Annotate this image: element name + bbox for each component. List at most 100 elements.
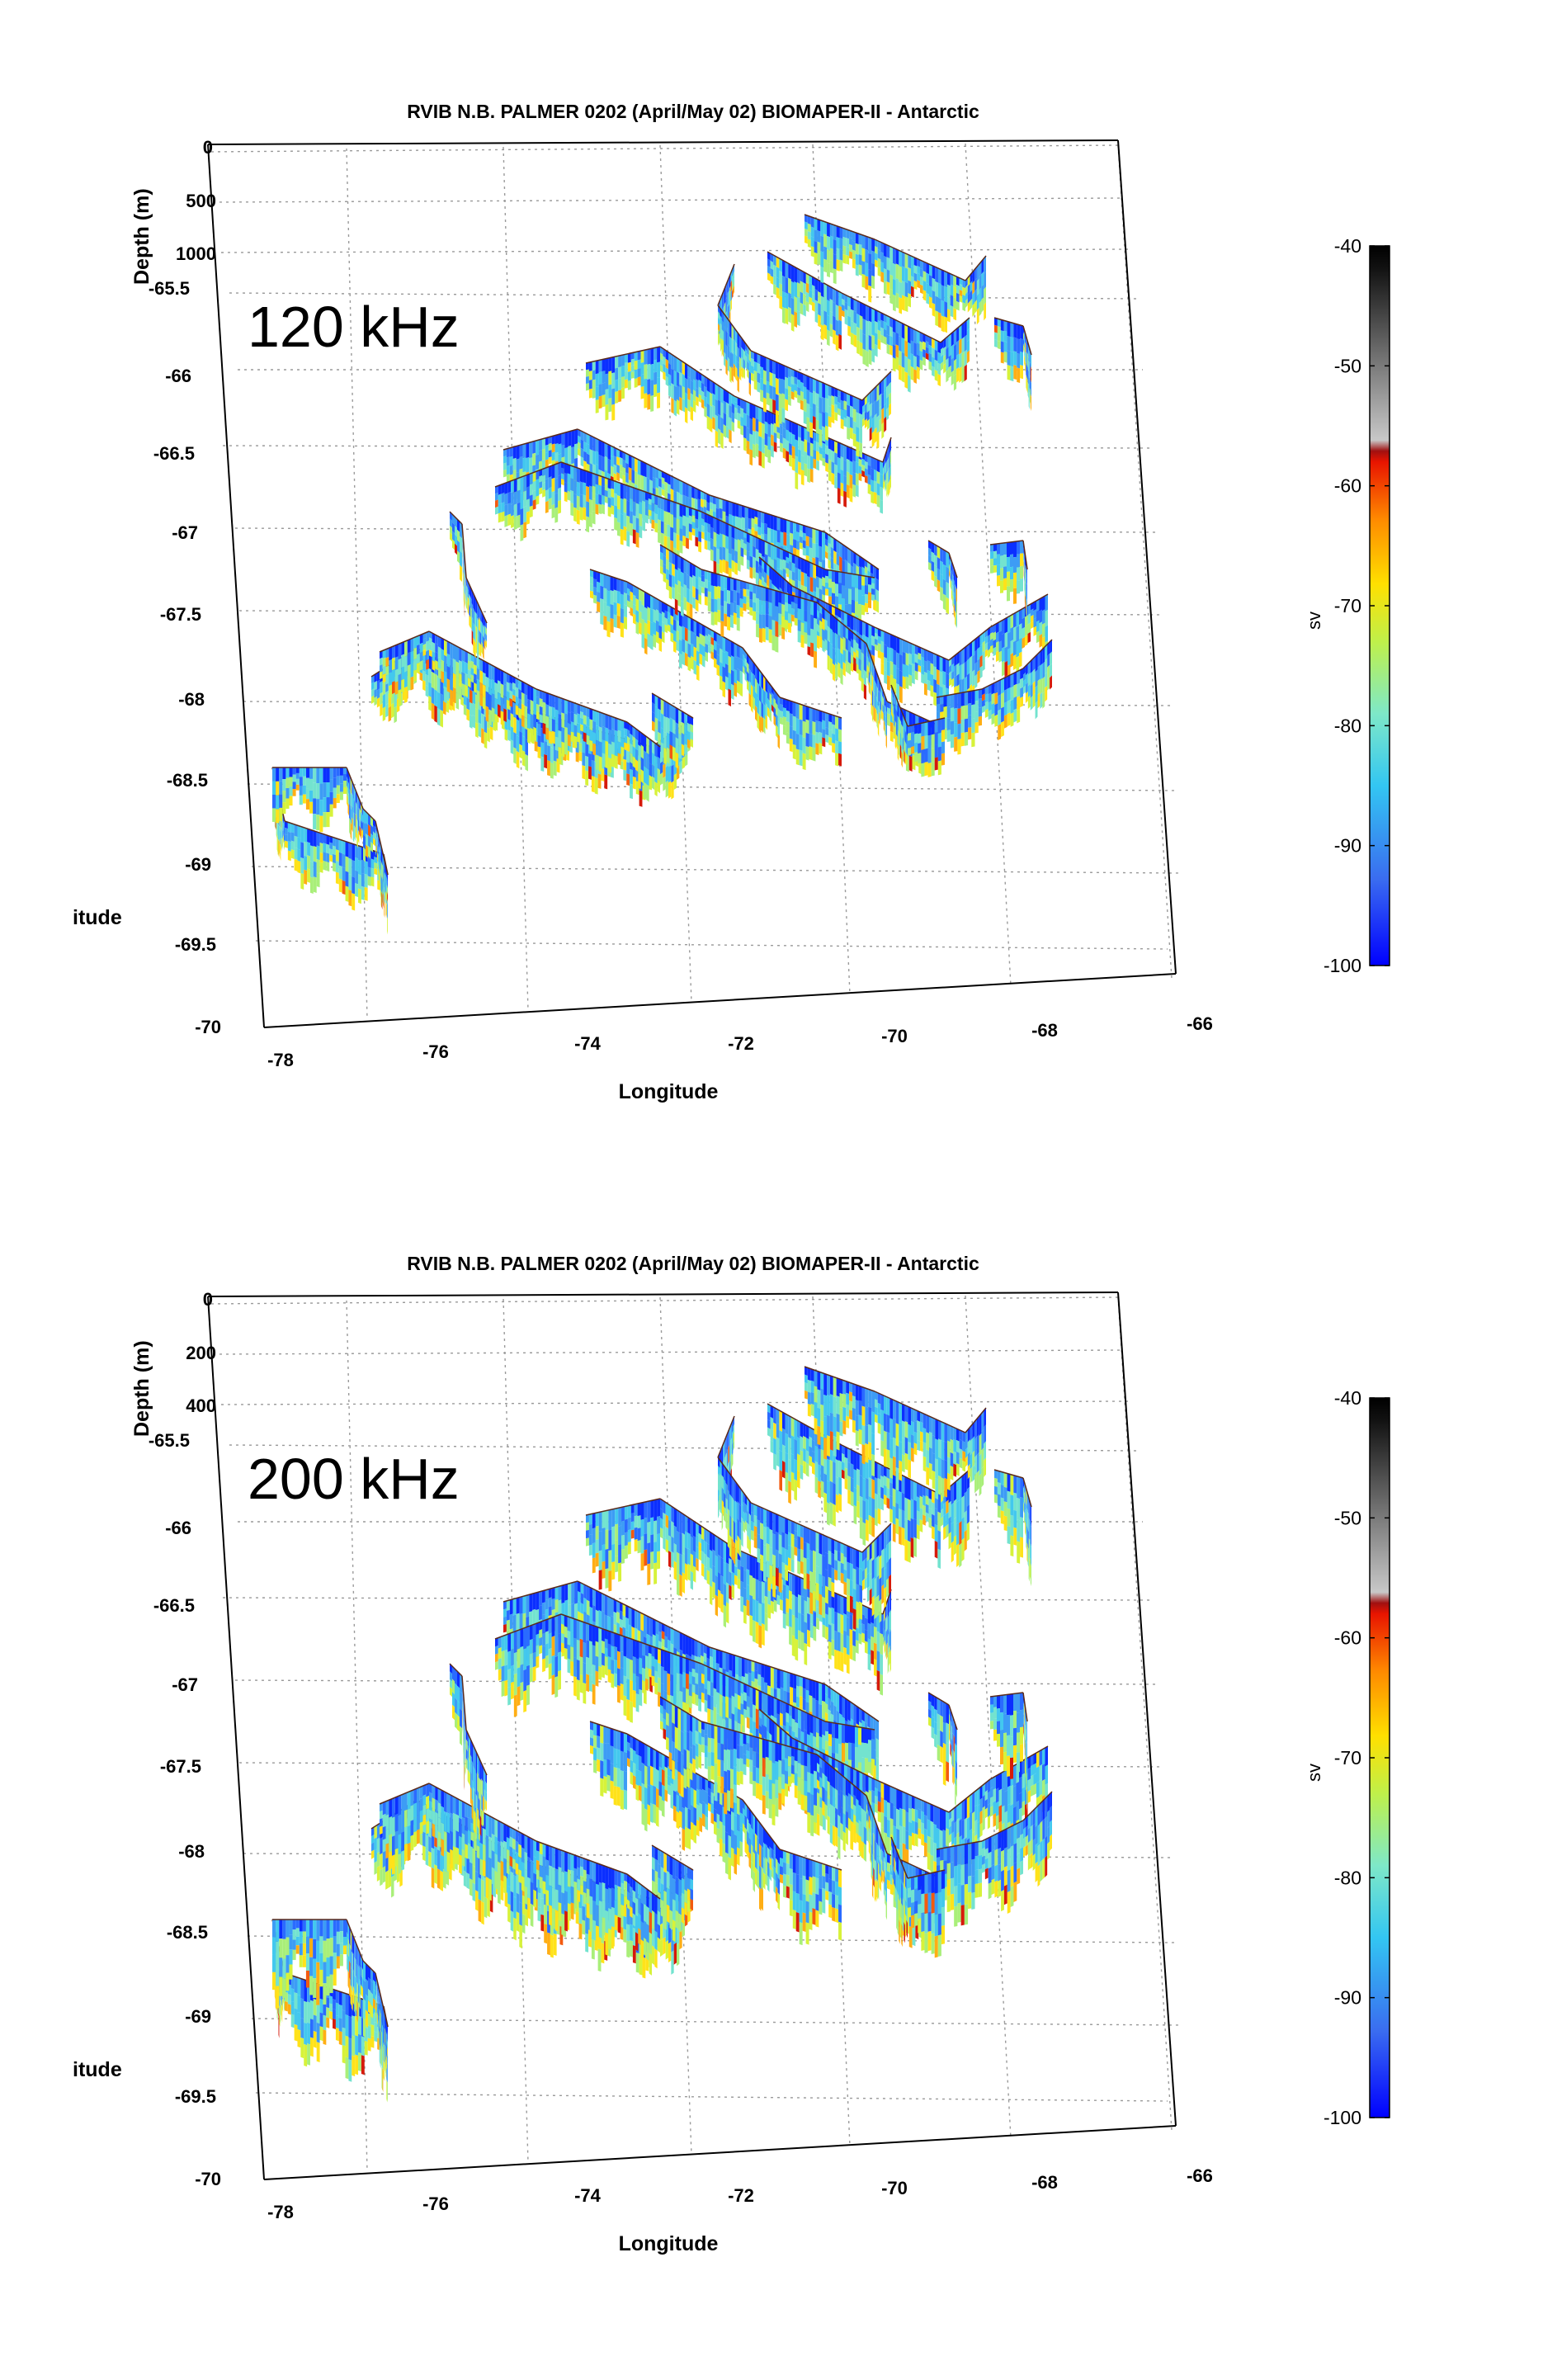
echogram-cell (824, 618, 828, 631)
echogram-cell (710, 630, 714, 639)
echogram-cell (828, 559, 831, 570)
echogram-cell (539, 706, 543, 715)
echogram-cell (816, 587, 819, 600)
echogram-cell (586, 716, 590, 727)
echogram-cell (856, 656, 859, 666)
echogram-cell (602, 394, 606, 408)
echogram-cell (871, 635, 875, 647)
echogram-cell (797, 371, 800, 381)
echogram-cell (932, 277, 936, 292)
echogram-cell (368, 834, 370, 848)
echogram-cell (800, 440, 805, 456)
echogram-cell (661, 483, 665, 491)
echogram-cell (737, 397, 741, 407)
echogram-cell (838, 593, 842, 605)
echogram-cell (620, 607, 624, 624)
echogram-cell (302, 785, 306, 795)
echogram-cell (932, 290, 936, 305)
echogram-cell (845, 637, 848, 651)
echogram-cell (831, 439, 835, 452)
echogram-cell (940, 574, 943, 589)
echogram-cell (764, 571, 767, 584)
echogram-cell (767, 689, 770, 701)
echogram-cell (822, 545, 825, 561)
echogram-cell (698, 531, 701, 543)
echogram-cell (868, 584, 871, 593)
echogram-cell (532, 471, 536, 483)
echogram-cell (679, 625, 682, 641)
echogram-cell (592, 485, 596, 500)
echogram-cell (998, 621, 1002, 633)
echogram-cell (881, 378, 885, 396)
echogram-cell (753, 611, 757, 621)
echogram-cell (289, 777, 293, 787)
echogram-cell (830, 536, 834, 549)
echogram-cell (820, 309, 824, 327)
echogram-cell (877, 310, 881, 322)
echogram-cell (871, 416, 875, 434)
echogram-cell (731, 641, 734, 658)
echogram-cell (561, 473, 564, 480)
echogram-cell (876, 494, 880, 508)
echogram-cell (815, 543, 819, 559)
echogram-cell (967, 292, 970, 305)
echogram-cell (799, 530, 803, 538)
echogram-cell (887, 632, 890, 649)
echogram-cell (592, 379, 596, 390)
echogram-cell (807, 468, 810, 484)
echogram-cell (650, 635, 654, 650)
echogram-cell (380, 881, 381, 898)
echogram-cell (842, 245, 847, 256)
echogram-cell (596, 725, 599, 742)
echogram-cell (866, 305, 869, 322)
echogram-cell (726, 413, 729, 427)
echogram-cell (516, 458, 520, 473)
echogram-cell (871, 347, 875, 363)
echogram-cell (561, 698, 565, 714)
echogram-cell (627, 352, 631, 363)
echogram-cell (287, 831, 291, 843)
echogram-cell (682, 398, 685, 413)
echogram-cell (809, 391, 813, 408)
echogram-cell (491, 707, 495, 724)
echogram-cell (761, 522, 765, 535)
echogram-cell (886, 395, 889, 410)
echogram-cell (886, 334, 890, 346)
echogram-cell (795, 733, 800, 750)
echogram-cell (551, 730, 555, 744)
echogram-cell (886, 459, 888, 475)
echogram-cell (624, 361, 628, 372)
echogram-cell (460, 536, 462, 554)
echogram-cell (767, 513, 771, 529)
echogram-cell (623, 616, 627, 630)
echogram-cell (695, 577, 699, 590)
echogram-cell (757, 697, 759, 715)
echogram-cell (982, 631, 985, 643)
echogram-cell (349, 802, 351, 821)
echogram-cell (739, 682, 743, 697)
echogram-cell (974, 662, 978, 677)
echogram-cell (814, 634, 817, 652)
echogram-cell (642, 490, 645, 502)
echogram-cell (840, 652, 843, 670)
echogram-cell (690, 366, 693, 382)
echogram-cell (1007, 648, 1011, 666)
echogram-cell (877, 329, 881, 341)
echogram-cell (789, 442, 792, 456)
echogram-cell (693, 368, 696, 381)
echogram-cell (623, 604, 627, 618)
echogram-cell (516, 750, 520, 769)
echogram-cell (864, 418, 867, 429)
echogram-cell (695, 536, 699, 547)
echogram-cell (865, 593, 868, 604)
echogram-cell (861, 639, 864, 654)
echogram-cell (564, 463, 568, 475)
echogram-cell (838, 753, 842, 767)
echogram-cell (668, 352, 672, 366)
echogram-cell (558, 462, 561, 476)
echogram-cell (624, 734, 627, 744)
echogram-cell (628, 454, 632, 469)
echogram-cell (652, 466, 656, 479)
echogram-cell (823, 310, 827, 326)
echogram-cell (875, 707, 877, 725)
